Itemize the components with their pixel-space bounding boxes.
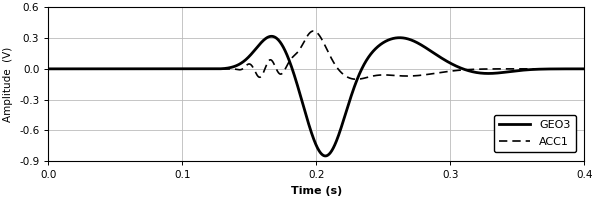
GEO3: [72, 68, 79, 70]
Line: ACC1: ACC1: [48, 31, 584, 79]
GEO3: [362, 61, 369, 63]
GEO3: [386, 39, 393, 41]
Line: GEO3: GEO3: [48, 36, 584, 156]
ACC1: [45, 68, 52, 70]
Legend: GEO3, ACC1: GEO3, ACC1: [493, 115, 576, 152]
GEO3: [45, 68, 52, 70]
GEO3: [442, 60, 449, 62]
X-axis label: Time (s): Time (s): [291, 185, 342, 196]
ACC1: [353, 78, 360, 80]
GEO3: [581, 68, 588, 70]
GEO3: [268, 35, 275, 37]
GEO3: [239, 61, 246, 63]
GEO3: [471, 71, 478, 73]
ACC1: [471, 68, 478, 70]
ACC1: [72, 68, 79, 70]
ACC1: [310, 30, 317, 32]
ACC1: [239, 68, 246, 70]
ACC1: [362, 77, 369, 79]
GEO3: [322, 155, 329, 157]
ACC1: [386, 74, 393, 76]
Y-axis label: Amplitude  (V): Amplitude (V): [4, 47, 14, 122]
ACC1: [442, 71, 449, 73]
ACC1: [581, 68, 588, 70]
